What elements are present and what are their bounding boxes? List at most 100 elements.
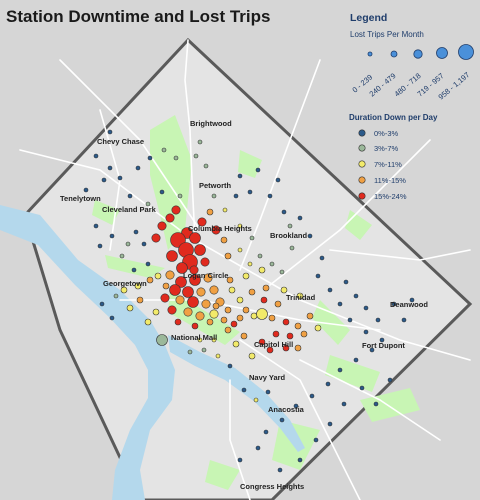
station-dot	[379, 337, 385, 343]
station-dot	[327, 287, 333, 293]
station-dot	[307, 233, 313, 239]
station-dot	[147, 155, 153, 161]
station-dot	[136, 296, 144, 304]
station-dot	[174, 318, 182, 326]
water-layer	[0, 205, 305, 500]
station-dot	[200, 257, 210, 267]
legend-size-circle-4	[436, 47, 448, 59]
station-dot	[279, 269, 285, 275]
place-labels: Brightwood Chevy Chase Petworth Tenelyto…	[60, 119, 428, 491]
station-dot	[309, 393, 315, 399]
station-dot	[183, 307, 193, 317]
station-dot	[113, 293, 119, 299]
station-dot	[211, 337, 217, 343]
station-dot	[162, 282, 170, 290]
station-dot	[212, 302, 220, 310]
station-dot	[109, 233, 115, 239]
station-dot	[247, 261, 253, 267]
place-label-petworth: Petworth	[199, 181, 232, 190]
station-dot	[144, 318, 152, 326]
station-dot	[314, 324, 322, 332]
station-dot	[211, 193, 217, 199]
legend-color-title: Duration Down per Day	[349, 113, 438, 122]
station-dot	[117, 175, 123, 181]
station-dot	[236, 296, 244, 304]
station-dot	[250, 312, 258, 320]
place-label-cleveland-park: Cleveland Park	[102, 205, 157, 214]
station-dot	[297, 457, 303, 463]
station-dot	[237, 223, 243, 229]
station-dot	[256, 308, 268, 320]
station-dot	[166, 250, 178, 262]
station-dot	[187, 349, 193, 355]
station-dot	[152, 308, 160, 316]
station-dot	[347, 317, 353, 323]
station-dot	[107, 129, 113, 135]
legend-color-label-1: 0%-3%	[374, 129, 399, 138]
station-dot	[359, 385, 365, 391]
station-dot	[220, 236, 228, 244]
station-dot	[337, 301, 343, 307]
station-dot	[146, 276, 154, 284]
station-dot	[281, 209, 287, 215]
station-dot	[353, 293, 359, 299]
station-dot	[280, 286, 288, 294]
station-dot	[319, 255, 325, 261]
station-dot	[401, 317, 407, 323]
station-dot	[203, 163, 209, 169]
legend-color-label-2: 3%-7%	[374, 144, 399, 153]
station-dot	[240, 332, 248, 340]
station-dot	[159, 189, 165, 195]
station-dot	[255, 445, 261, 451]
station-dot	[258, 338, 266, 346]
station-dot	[109, 315, 115, 321]
legend-color-swatch-2	[358, 144, 366, 152]
station-dot	[195, 311, 205, 321]
station-dot	[201, 347, 207, 353]
place-label-deanwood: Deanwood	[390, 300, 428, 309]
station-dot	[197, 139, 203, 145]
station-dot	[201, 299, 211, 309]
legend-size-title: Lost Trips Per Month	[350, 30, 424, 39]
station-dot	[228, 286, 236, 294]
station-dot	[93, 223, 99, 229]
station-dot	[327, 421, 333, 427]
station-dot	[255, 167, 261, 173]
station-dot	[237, 457, 243, 463]
station-dot	[315, 273, 321, 279]
station-dot	[197, 337, 203, 343]
station-dot	[93, 153, 99, 159]
station-dot	[343, 279, 349, 285]
station-dot	[169, 284, 181, 296]
station-dot	[306, 312, 314, 320]
station-dot	[145, 261, 151, 267]
station-dot	[241, 387, 247, 393]
legend-color-swatch-1	[358, 129, 366, 137]
legend-size-circle-3	[413, 49, 423, 59]
station-dot	[391, 301, 397, 307]
station-dot	[131, 267, 137, 273]
station-dot	[242, 306, 250, 314]
station-dot	[265, 389, 271, 395]
station-dot	[206, 318, 214, 326]
station-dot	[107, 165, 113, 171]
station-dot	[341, 401, 347, 407]
station-dot	[133, 229, 139, 235]
station-dot	[279, 417, 285, 423]
place-label-congress-heights: Congress Heights	[240, 482, 304, 491]
station-dot	[294, 322, 302, 330]
station-dot	[175, 276, 187, 288]
station-dot	[165, 213, 175, 223]
station-dot	[224, 306, 232, 314]
place-label-anacostia: Anacostia	[268, 405, 305, 414]
station-dot	[294, 344, 302, 352]
station-dot	[175, 295, 185, 305]
station-dot	[289, 245, 295, 251]
legend-heading: Legend	[350, 12, 387, 24]
legend-size-circle-5	[458, 44, 474, 60]
station-dot	[266, 346, 274, 354]
station-dot	[196, 287, 206, 297]
station-dot	[189, 274, 201, 286]
station-dot	[282, 344, 290, 352]
station-dot	[191, 322, 199, 330]
